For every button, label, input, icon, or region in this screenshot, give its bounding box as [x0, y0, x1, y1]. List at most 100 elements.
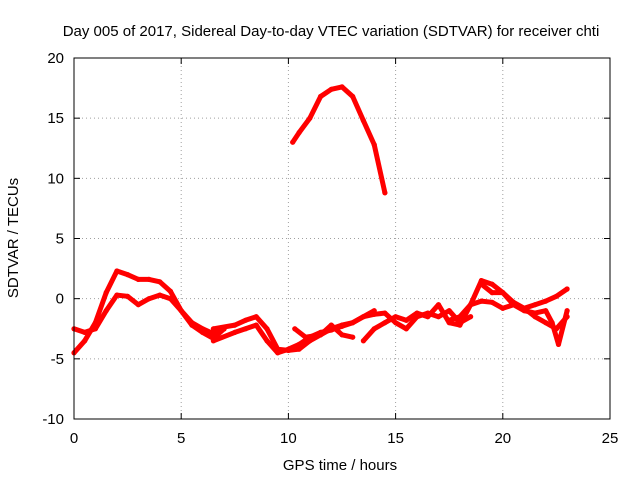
data-point	[532, 314, 538, 320]
y-tick-label: 10	[47, 170, 64, 187]
data-point	[210, 326, 216, 332]
data-point	[468, 302, 474, 308]
data-point	[253, 322, 259, 328]
data-point	[232, 322, 238, 328]
data-point	[564, 286, 570, 292]
series-line-track-d	[210, 308, 377, 356]
data-point	[135, 302, 141, 308]
data-point	[264, 326, 270, 332]
chart-title: Day 005 of 2017, Sidereal Day-to-day VTE…	[63, 23, 600, 40]
data-point	[350, 93, 356, 100]
data-point	[82, 338, 88, 344]
data-point	[468, 314, 474, 320]
data-point	[382, 190, 388, 196]
data-point	[210, 338, 216, 344]
data-point	[446, 308, 452, 314]
y-tick-label: 15	[47, 110, 64, 127]
data-point	[350, 320, 356, 326]
data-point	[307, 115, 313, 121]
data-point	[103, 290, 109, 296]
data-point	[328, 86, 334, 92]
data-point	[478, 298, 484, 304]
data-point	[264, 338, 270, 344]
plot-area	[71, 84, 570, 356]
data-point	[296, 346, 302, 352]
data-point	[189, 320, 195, 326]
data-point	[103, 308, 109, 314]
data-point	[242, 317, 249, 323]
data-point	[403, 317, 409, 323]
x-tick-label: 25	[602, 430, 619, 447]
data-point	[146, 296, 152, 302]
data-point	[489, 281, 495, 287]
data-point	[157, 279, 163, 285]
data-point	[446, 317, 452, 323]
series-line-track-i	[290, 84, 388, 196]
data-point	[285, 346, 291, 352]
data-point	[425, 314, 431, 320]
data-point	[92, 326, 98, 332]
data-point	[296, 130, 302, 136]
data-point	[339, 322, 345, 328]
data-point	[414, 310, 420, 316]
data-point	[125, 293, 131, 299]
data-point	[393, 314, 399, 320]
data-point	[232, 329, 238, 335]
data-point	[549, 320, 555, 326]
data-point	[242, 326, 249, 332]
data-point	[82, 329, 88, 335]
data-point	[543, 298, 549, 304]
data-point	[500, 290, 506, 296]
x-tick-label: 0	[70, 430, 78, 447]
data-point	[510, 302, 517, 308]
y-tick-label: 0	[56, 291, 64, 308]
data-point	[553, 293, 560, 299]
data-point	[318, 332, 324, 338]
data-point	[318, 93, 324, 100]
y-tick-label: -10	[42, 411, 64, 428]
x-tick-label: 10	[280, 430, 297, 447]
data-point	[178, 308, 184, 314]
data-point	[339, 84, 345, 90]
data-point	[435, 302, 442, 308]
data-point	[382, 320, 388, 326]
data-point	[457, 322, 463, 328]
data-point	[371, 311, 377, 317]
data-point	[478, 278, 484, 284]
data-point	[543, 308, 549, 314]
data-point	[500, 305, 506, 311]
data-point	[403, 326, 409, 332]
data-point	[328, 326, 334, 332]
series-line-track-a	[71, 268, 227, 356]
data-point	[360, 118, 366, 124]
data-point	[564, 308, 570, 314]
y-tick-label: -5	[51, 351, 64, 368]
data-point	[167, 296, 174, 302]
data-point	[296, 341, 302, 347]
data-point	[371, 326, 377, 332]
data-point	[435, 314, 442, 320]
data-point	[200, 326, 206, 332]
y-axis-label: SDTVAR / TECUs	[5, 178, 22, 298]
data-point	[521, 308, 527, 314]
data-point	[489, 290, 495, 296]
data-point	[489, 299, 495, 305]
data-point	[290, 139, 296, 145]
data-point	[532, 310, 538, 316]
x-axis-label: GPS time / hours	[283, 457, 397, 474]
data-point	[292, 326, 298, 332]
grid	[74, 58, 610, 419]
x-tick-label: 15	[387, 430, 404, 447]
data-point	[350, 334, 356, 340]
data-point	[339, 332, 345, 338]
x-tick-label: 20	[494, 430, 511, 447]
data-point	[532, 302, 538, 308]
data-point	[114, 292, 120, 298]
y-tick-label: 20	[47, 50, 64, 67]
data-point	[135, 276, 141, 282]
data-point	[125, 272, 131, 278]
data-point	[371, 142, 377, 148]
data-point	[114, 268, 120, 274]
